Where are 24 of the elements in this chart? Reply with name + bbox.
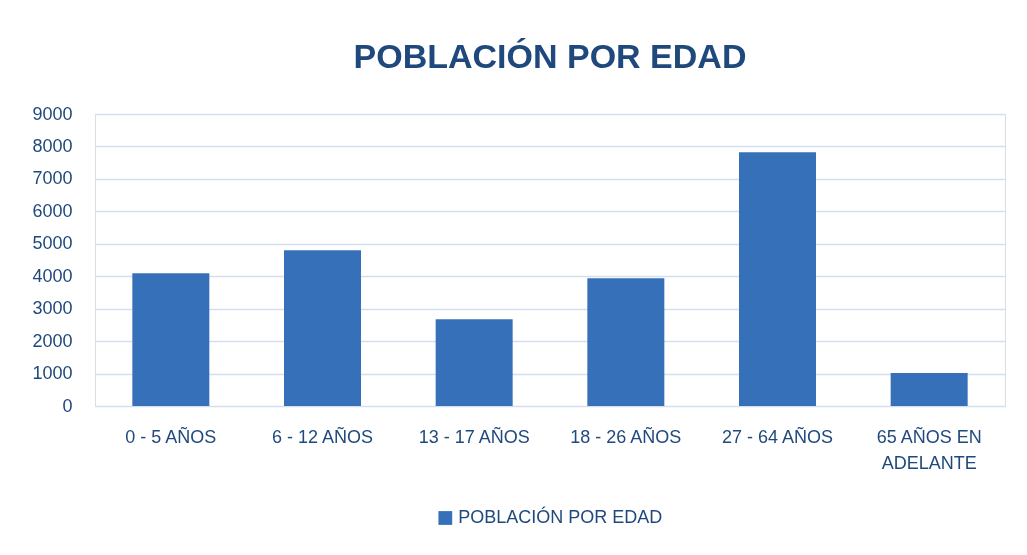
y-tick-label: 4000	[32, 265, 73, 286]
x-tick-label: 27 - 64 AÑOS	[721, 425, 834, 447]
y-tick-label: 6000	[32, 200, 73, 221]
bar	[587, 278, 665, 406]
y-tick-label: 8000	[32, 135, 73, 156]
y-tick-label: 2000	[32, 330, 73, 351]
y-tick-label: 1000	[32, 363, 73, 384]
bar	[132, 273, 210, 406]
bar	[890, 372, 968, 406]
y-tick-label: 5000	[32, 233, 73, 254]
y-tick-label: 9000	[32, 103, 73, 124]
y-tick-label: 3000	[32, 298, 73, 319]
x-tick-label: 18 - 26 AÑOS	[570, 425, 682, 447]
x-tick-label: 65 AÑOS EN ADELANTE	[876, 425, 982, 473]
y-tick-label: 7000	[32, 168, 73, 189]
x-tick-label: 6 - 12 AÑOS	[271, 425, 374, 447]
x-tick-label: 13 - 17 AÑOS	[418, 425, 530, 447]
bar	[435, 319, 513, 406]
bar	[284, 250, 361, 406]
x-tick-label: 0 - 5 AÑOS	[125, 425, 217, 447]
chart-title: POBLACIÓN POR EDAD	[353, 37, 747, 75]
y-tick-label: 0	[62, 395, 73, 416]
bar	[739, 152, 816, 406]
legend-label: POBLACIÓN POR EDAD	[458, 506, 663, 527]
